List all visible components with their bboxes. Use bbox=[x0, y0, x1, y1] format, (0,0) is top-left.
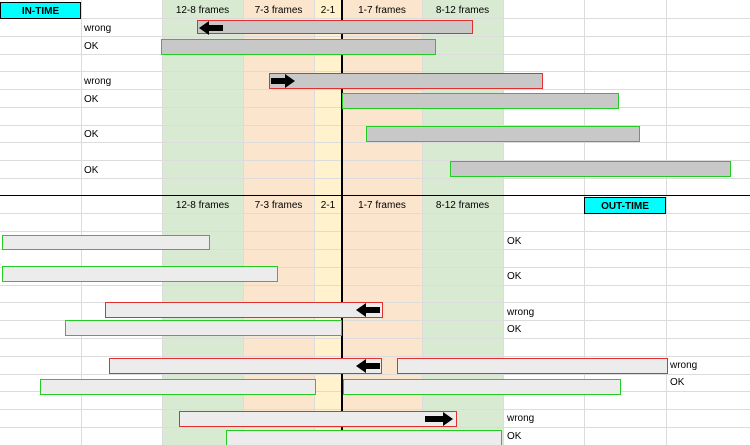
grid-row-line bbox=[0, 374, 750, 375]
bottom-row-3-label: wrong bbox=[507, 307, 535, 318]
top-row-6-label: OK bbox=[84, 165, 99, 176]
zone-2-1-frames bbox=[314, 0, 342, 445]
top-column-7-3: 7-3 frames bbox=[254, 5, 303, 16]
arrow-left-icon bbox=[356, 303, 380, 317]
cut-point-line bbox=[341, 0, 343, 445]
bottom-row-5-label: wrong bbox=[670, 360, 698, 371]
bottom-row-1-label: OK bbox=[507, 236, 522, 247]
top-row-1-label: wrong bbox=[84, 23, 112, 34]
bottom-row-1-bar bbox=[2, 235, 210, 250]
grid-row-line bbox=[0, 89, 750, 90]
bottom-row-5-bar-right bbox=[397, 358, 668, 374]
grid-row-line bbox=[0, 267, 750, 268]
grid-row-line bbox=[0, 160, 750, 161]
top-row-5-bar bbox=[366, 126, 640, 142]
arrow-left-icon bbox=[356, 359, 380, 373]
top-row-2-bar bbox=[161, 39, 436, 55]
bottom-row-6-label: OK bbox=[670, 377, 685, 388]
section-divider bbox=[0, 195, 750, 196]
arrow-right-icon bbox=[425, 412, 453, 426]
top-column-1-7: 1-7 frames bbox=[358, 5, 406, 16]
bottom-row-6-bar-right bbox=[343, 379, 621, 395]
bottom-column-7-3: 7-3 frames bbox=[254, 200, 303, 211]
bottom-row-2-bar bbox=[2, 266, 278, 282]
grid-column-line bbox=[422, 0, 423, 445]
top-column-8-12: 8-12 frames bbox=[435, 5, 490, 16]
grid-row-line bbox=[0, 36, 750, 37]
top-row-6-bar bbox=[450, 161, 731, 177]
grid-column-line bbox=[584, 0, 585, 445]
grid-column-line bbox=[666, 0, 667, 445]
grid-row-line bbox=[0, 231, 750, 232]
top-row-4-label: OK bbox=[84, 94, 99, 105]
bottom-row-7-label: wrong bbox=[507, 413, 535, 424]
grid-row-line bbox=[0, 71, 750, 72]
grid-row-line bbox=[0, 249, 750, 250]
grid-row-line bbox=[0, 409, 750, 410]
top-row-3-bar bbox=[269, 73, 543, 89]
top-row-2-label: OK bbox=[84, 41, 99, 52]
top-row-3-label: wrong bbox=[84, 76, 112, 87]
grid-row-line bbox=[0, 356, 750, 357]
grid-row-line bbox=[0, 213, 750, 214]
grid-row-line bbox=[0, 178, 750, 179]
bottom-row-4-bar bbox=[65, 320, 342, 336]
top-row-5-label: OK bbox=[84, 129, 99, 140]
out-time-title: OUT-TIME bbox=[584, 197, 666, 214]
grid-column-line bbox=[162, 0, 163, 445]
bottom-column-12-8: 12-8 frames bbox=[175, 200, 230, 211]
grid-row-line bbox=[0, 320, 750, 321]
arrow-right-icon bbox=[271, 74, 295, 88]
bottom-row-4-label: OK bbox=[507, 324, 522, 335]
top-column-2-1: 2-1 bbox=[320, 5, 336, 16]
grid-column-line bbox=[243, 0, 244, 445]
bottom-row-3-bar bbox=[105, 302, 383, 318]
grid-row-line bbox=[0, 142, 750, 143]
grid-row-line bbox=[0, 18, 750, 19]
bottom-row-6-bar-left bbox=[40, 379, 316, 395]
top-row-1-bar bbox=[197, 20, 473, 34]
bottom-column-2-1: 2-1 bbox=[320, 200, 336, 211]
grid-row-line bbox=[0, 427, 750, 428]
top-column-12-8: 12-8 frames bbox=[175, 5, 230, 16]
grid-row-line bbox=[0, 285, 750, 286]
bottom-column-1-7: 1-7 frames bbox=[358, 200, 406, 211]
grid-column-line bbox=[503, 0, 504, 445]
bottom-row-7-bar bbox=[179, 411, 457, 427]
in-time-title: IN-TIME bbox=[0, 2, 81, 19]
bottom-column-8-12: 8-12 frames bbox=[435, 200, 490, 211]
bottom-row-8-bar bbox=[226, 430, 502, 445]
grid-column-line bbox=[81, 0, 82, 445]
bottom-row-2-label: OK bbox=[507, 271, 522, 282]
bottom-row-5-bar-left bbox=[109, 358, 382, 374]
top-row-4-bar bbox=[342, 93, 619, 109]
grid-row-line bbox=[0, 338, 750, 339]
grid-row-line bbox=[0, 125, 750, 126]
arrow-left-icon bbox=[199, 21, 223, 35]
bottom-row-8-label: OK bbox=[507, 431, 522, 442]
grid-column-line bbox=[314, 0, 315, 445]
